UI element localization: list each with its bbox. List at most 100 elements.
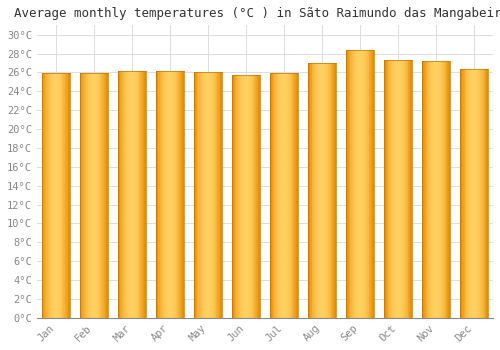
Bar xyxy=(249,75,250,318)
Bar xyxy=(323,63,324,318)
Bar xyxy=(166,71,167,318)
Bar xyxy=(280,74,281,318)
Bar xyxy=(245,75,246,318)
Bar xyxy=(294,74,296,318)
Bar xyxy=(440,61,441,318)
Bar xyxy=(105,74,106,318)
Bar xyxy=(276,74,278,318)
Bar xyxy=(359,50,360,318)
Bar xyxy=(408,60,410,318)
Bar xyxy=(164,71,165,318)
Bar xyxy=(400,60,401,318)
Bar xyxy=(170,71,171,318)
Bar xyxy=(178,71,180,318)
Bar xyxy=(442,61,444,318)
Bar xyxy=(80,74,82,318)
Bar xyxy=(132,71,133,318)
Bar xyxy=(42,74,43,318)
Bar xyxy=(404,60,406,318)
Bar xyxy=(401,60,402,318)
Bar xyxy=(212,72,214,318)
Bar xyxy=(288,74,290,318)
Bar xyxy=(66,74,67,318)
Bar xyxy=(248,75,249,318)
Bar xyxy=(106,74,107,318)
Bar xyxy=(403,60,404,318)
Bar xyxy=(205,72,206,318)
Bar xyxy=(218,72,220,318)
Bar xyxy=(316,63,317,318)
Bar xyxy=(55,74,56,318)
Bar xyxy=(86,74,87,318)
Bar xyxy=(470,69,471,318)
Bar xyxy=(444,61,446,318)
Bar xyxy=(126,71,127,318)
Bar xyxy=(169,71,170,318)
Bar xyxy=(46,74,48,318)
Title: Average monthly temperatures (°C ) in Sãto Raimundo das Mangabeiras: Average monthly temperatures (°C ) in Sã… xyxy=(14,7,500,20)
Bar xyxy=(472,69,473,318)
Bar xyxy=(125,71,126,318)
Bar xyxy=(363,50,364,318)
Bar xyxy=(482,69,484,318)
Bar xyxy=(64,74,66,318)
Bar xyxy=(310,63,312,318)
Bar xyxy=(82,74,84,318)
Bar xyxy=(321,63,322,318)
Bar xyxy=(438,61,439,318)
Bar xyxy=(127,71,128,318)
Bar xyxy=(259,75,260,318)
Bar xyxy=(464,69,466,318)
Bar xyxy=(426,61,428,318)
Bar xyxy=(183,71,184,318)
Bar xyxy=(156,71,158,318)
Bar xyxy=(395,60,396,318)
Bar xyxy=(92,74,93,318)
Bar xyxy=(348,50,350,318)
Bar xyxy=(252,75,254,318)
Bar xyxy=(448,61,450,318)
Bar xyxy=(201,72,202,318)
Bar xyxy=(244,75,245,318)
Bar xyxy=(232,75,234,318)
Bar xyxy=(388,60,390,318)
Bar xyxy=(356,50,357,318)
Bar xyxy=(486,69,488,318)
Bar xyxy=(325,63,326,318)
Bar xyxy=(282,74,283,318)
Bar xyxy=(258,75,259,318)
Bar xyxy=(168,71,169,318)
Bar xyxy=(87,74,88,318)
Bar xyxy=(62,74,64,318)
Bar xyxy=(424,61,426,318)
Bar xyxy=(390,60,392,318)
Bar xyxy=(478,69,479,318)
Bar xyxy=(326,63,328,318)
Bar xyxy=(256,75,258,318)
Bar xyxy=(167,71,168,318)
Bar xyxy=(346,50,348,318)
Bar xyxy=(140,71,141,318)
Bar xyxy=(334,63,336,318)
Bar xyxy=(162,71,163,318)
Bar xyxy=(436,61,437,318)
Bar xyxy=(274,74,276,318)
Bar xyxy=(206,72,207,318)
Bar xyxy=(214,72,216,318)
Bar xyxy=(242,75,243,318)
Bar xyxy=(361,50,362,318)
Bar xyxy=(208,72,209,318)
Bar xyxy=(90,74,91,318)
Bar xyxy=(366,50,368,318)
Bar xyxy=(234,75,236,318)
Bar xyxy=(290,74,292,318)
Bar xyxy=(357,50,358,318)
Bar xyxy=(368,50,370,318)
Bar xyxy=(216,72,218,318)
Bar xyxy=(433,61,434,318)
Bar xyxy=(98,74,100,318)
Bar xyxy=(281,74,282,318)
Bar xyxy=(384,60,386,318)
Bar xyxy=(386,60,388,318)
Bar xyxy=(430,61,432,318)
